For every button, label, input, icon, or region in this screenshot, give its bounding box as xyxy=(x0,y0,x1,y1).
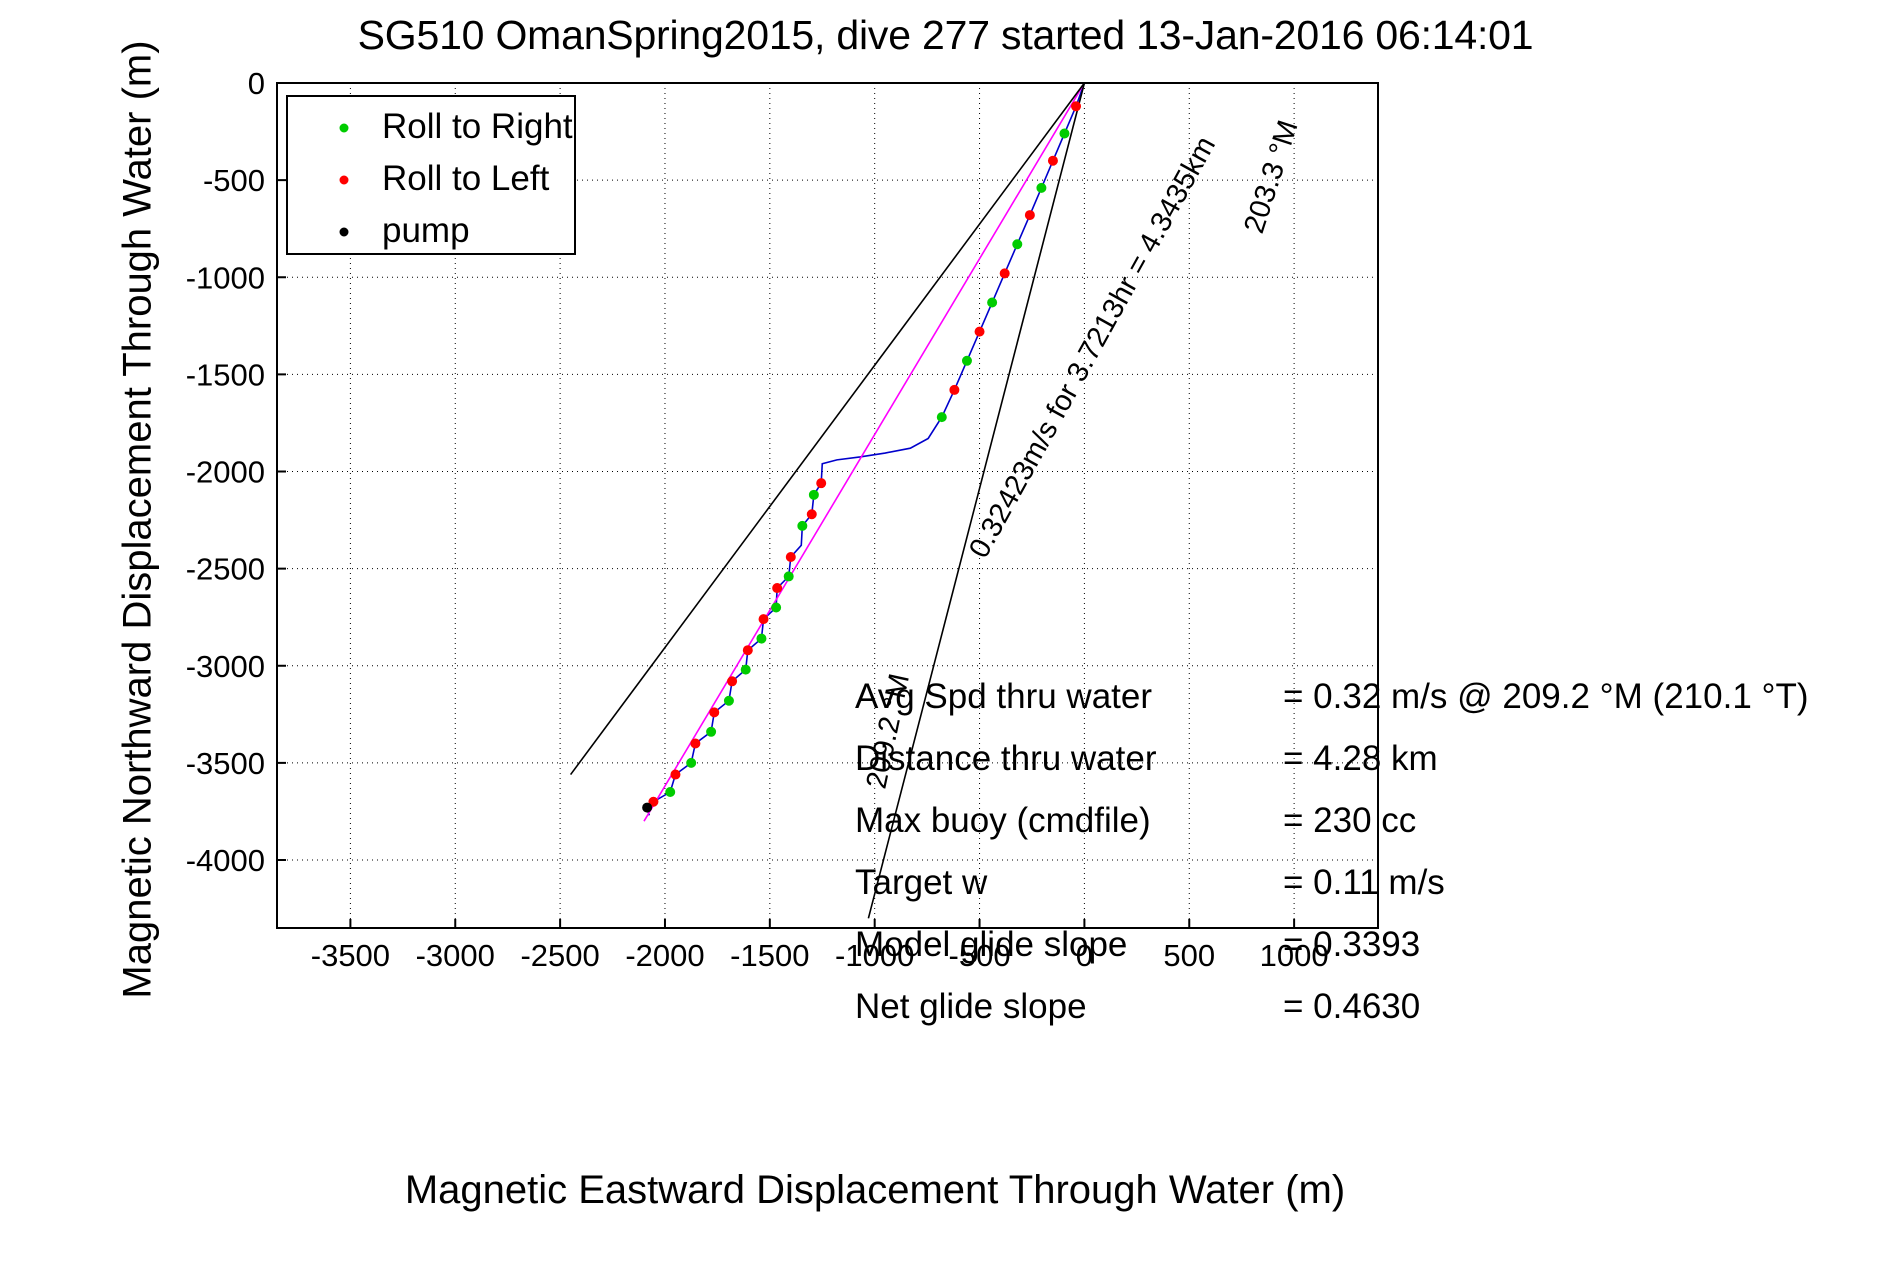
marker-roll-left xyxy=(758,614,769,625)
x-tick-label: 1000 xyxy=(1260,938,1329,973)
legend-marker-1 xyxy=(339,175,349,185)
marker-roll-right xyxy=(1036,182,1047,193)
marker-roll-left xyxy=(742,645,753,656)
y-tick-label: 0 xyxy=(248,66,265,101)
legend-marker-2 xyxy=(339,227,349,237)
x-tick-label: -3000 xyxy=(416,938,495,973)
y-tick-label: -2500 xyxy=(186,552,265,587)
y-tick-label: -2000 xyxy=(186,455,265,490)
heading-annotation: 203.3 °M xyxy=(1238,117,1304,238)
stat-value: = 4.28 km xyxy=(1283,739,1438,778)
marker-roll-right xyxy=(961,355,972,366)
y-tick-label: -500 xyxy=(203,163,265,198)
marker-roll-left xyxy=(1024,210,1035,221)
marker-roll-right xyxy=(740,664,751,675)
marker-roll-left xyxy=(709,707,720,718)
legend-box xyxy=(286,95,576,255)
stat-label: Avg Spd thru water xyxy=(855,677,1152,716)
x-tick-label: 500 xyxy=(1163,938,1215,973)
marker-roll-right xyxy=(1059,128,1070,139)
axes-border xyxy=(276,82,1379,929)
marker-roll-right xyxy=(665,787,676,798)
marker-roll-left xyxy=(670,769,681,780)
stat-label: Target w xyxy=(855,863,988,902)
speed-annotation: 0.32423m/s for 3.7213hr = 4.3435km xyxy=(963,131,1222,563)
marker-roll-right xyxy=(808,489,819,500)
y-tick-label: -1000 xyxy=(186,260,265,295)
marker-roll-right xyxy=(756,633,767,644)
stat-label: Model glide slope xyxy=(855,925,1127,964)
marker-roll-left xyxy=(648,796,659,807)
x-axis-label: Magnetic Eastward Displacement Through W… xyxy=(404,1168,1346,1212)
marker-roll-left xyxy=(816,478,827,489)
y-tick-label: -3000 xyxy=(186,649,265,684)
marker-pump xyxy=(642,802,653,813)
series-glide-slope-bound-left xyxy=(569,82,1086,776)
marker-roll-left xyxy=(974,326,985,337)
marker-roll-left xyxy=(785,551,796,562)
x-tick-label: -3500 xyxy=(311,938,390,973)
stat-label: Net glide slope xyxy=(855,987,1087,1026)
stat-value: = 0.4630 xyxy=(1283,987,1420,1026)
x-tick-label: -2500 xyxy=(520,938,599,973)
legend-marker-0 xyxy=(339,123,349,133)
stat-label: Distance thru water xyxy=(855,739,1157,778)
legend-label-2: pump xyxy=(382,211,470,250)
x-tick-label: -1500 xyxy=(730,938,809,973)
marker-roll-left xyxy=(772,583,783,594)
marker-roll-right xyxy=(783,571,794,582)
stat-value: = 0.11 m/s xyxy=(1283,863,1445,902)
marker-roll-left xyxy=(806,509,817,520)
marker-roll-right xyxy=(723,695,734,706)
legend-label-1: Roll to Left xyxy=(382,159,550,198)
legend-label-0: Roll to Right xyxy=(382,107,573,146)
y-tick-label: -1500 xyxy=(186,357,265,392)
x-tick-label: -1000 xyxy=(835,938,914,973)
stat-label: Max buoy (cmdfile) xyxy=(855,801,1151,840)
marker-roll-right xyxy=(797,520,808,531)
marker-roll-left xyxy=(999,268,1010,279)
marker-roll-right xyxy=(686,757,697,768)
marker-roll-left xyxy=(1047,155,1058,166)
y-tick-label: -3500 xyxy=(186,746,265,781)
marker-roll-right xyxy=(936,412,947,423)
marker-roll-right xyxy=(1012,239,1023,250)
marker-roll-right xyxy=(706,726,717,737)
x-tick-label: -500 xyxy=(949,938,1011,973)
x-tick-label: 0 xyxy=(1076,938,1093,973)
stat-value: = 0.3393 xyxy=(1283,925,1420,964)
x-tick-label: -2000 xyxy=(625,938,704,973)
marker-roll-left xyxy=(690,738,701,749)
marker-roll-left xyxy=(949,384,960,395)
marker-roll-left xyxy=(727,676,738,687)
stat-value: = 0.32 m/s @ 209.2 °M (210.1 °T) xyxy=(1283,677,1809,716)
marker-roll-left xyxy=(1071,101,1082,112)
marker-roll-right xyxy=(771,602,782,613)
y-tick-label: -4000 xyxy=(186,843,265,878)
series-model-glide-vector xyxy=(643,82,1086,822)
page-title: SG510 OmanSpring2015, dive 277 started 1… xyxy=(357,12,1534,58)
marker-roll-right xyxy=(987,297,998,308)
series-glide-slope-bound-right xyxy=(867,82,1086,919)
stat-value: = 230 cc xyxy=(1283,801,1416,840)
